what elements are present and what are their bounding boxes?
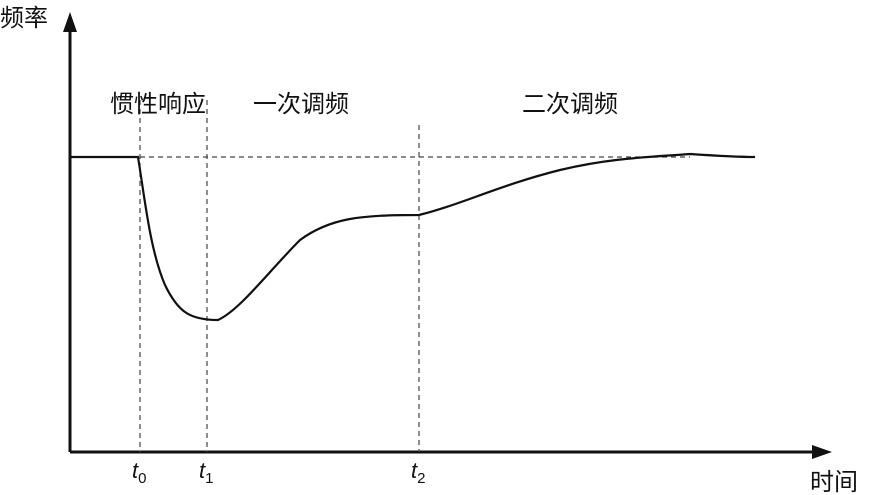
marker-label: t1 xyxy=(199,458,213,487)
marker-label: t2 xyxy=(411,458,425,487)
x-axis-label: 时间 xyxy=(810,468,858,495)
frequency-curve xyxy=(70,152,756,322)
x-axis-arrow xyxy=(812,445,832,459)
phase-label: 惯性响应 xyxy=(110,90,206,118)
phase-label: 二次调频 xyxy=(522,90,618,118)
marker-label: t0 xyxy=(132,458,146,487)
phase-label: 一次调频 xyxy=(253,90,349,118)
y-axis-arrow xyxy=(63,12,77,32)
y-axis-label: 频率 xyxy=(0,4,48,32)
